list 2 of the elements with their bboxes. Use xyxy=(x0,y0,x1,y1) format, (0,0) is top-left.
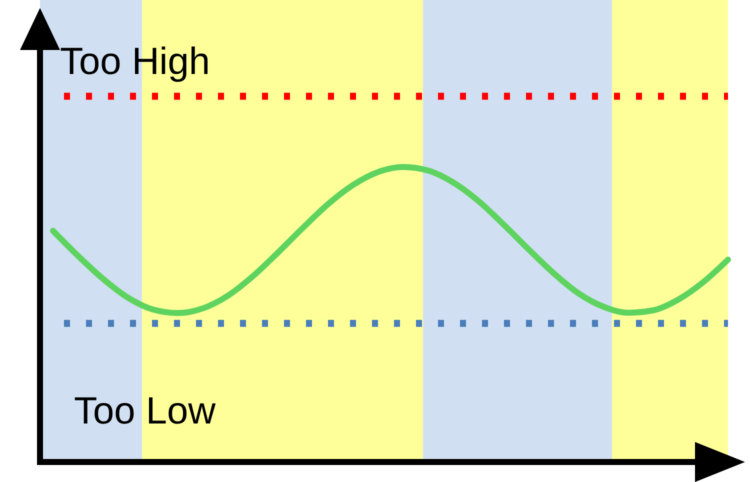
ref-line-label: Too High xyxy=(60,41,210,84)
ref-line-label: Too Low xyxy=(74,390,216,432)
